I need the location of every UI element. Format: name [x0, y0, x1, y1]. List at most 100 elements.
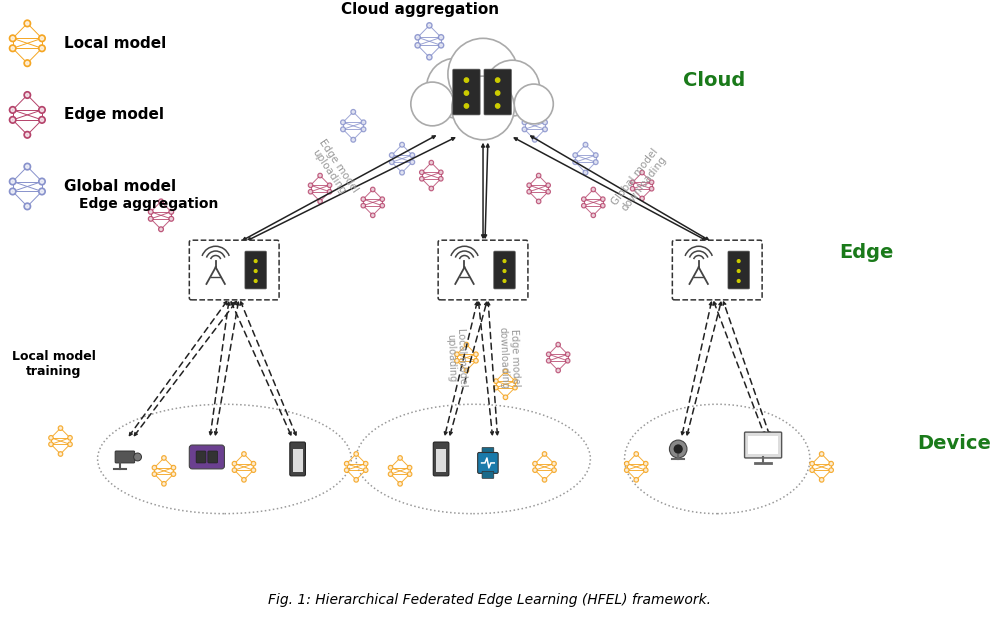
Circle shape: [152, 465, 156, 470]
Circle shape: [556, 342, 560, 347]
Circle shape: [38, 116, 45, 123]
Circle shape: [503, 279, 506, 283]
Circle shape: [495, 91, 499, 95]
Circle shape: [674, 445, 681, 453]
Circle shape: [345, 469, 347, 471]
Circle shape: [399, 170, 404, 175]
Circle shape: [133, 453, 141, 461]
Circle shape: [828, 468, 832, 472]
Circle shape: [514, 84, 553, 124]
Circle shape: [340, 120, 345, 125]
Circle shape: [601, 198, 603, 200]
Circle shape: [49, 442, 53, 447]
Circle shape: [161, 482, 165, 486]
Circle shape: [593, 160, 598, 165]
Circle shape: [527, 190, 531, 194]
Circle shape: [370, 187, 374, 192]
Circle shape: [389, 473, 391, 475]
Circle shape: [546, 183, 550, 187]
Text: Edge model
downloading: Edge model downloading: [497, 326, 521, 389]
Circle shape: [523, 128, 526, 131]
Circle shape: [426, 23, 431, 28]
Circle shape: [172, 465, 176, 470]
Circle shape: [354, 478, 358, 482]
Circle shape: [818, 452, 823, 456]
Circle shape: [463, 368, 468, 372]
Circle shape: [522, 120, 527, 125]
Circle shape: [495, 78, 499, 82]
Circle shape: [173, 467, 175, 468]
Circle shape: [152, 472, 156, 476]
Circle shape: [361, 197, 365, 202]
Circle shape: [254, 279, 257, 283]
Circle shape: [532, 109, 537, 114]
Circle shape: [410, 154, 413, 156]
FancyBboxPatch shape: [727, 251, 748, 289]
FancyArrowPatch shape: [681, 302, 711, 435]
Circle shape: [397, 456, 402, 460]
Circle shape: [11, 180, 14, 183]
Circle shape: [624, 462, 628, 466]
Circle shape: [439, 178, 441, 180]
Circle shape: [553, 469, 555, 471]
Circle shape: [465, 369, 467, 372]
Circle shape: [493, 386, 497, 390]
Circle shape: [26, 165, 29, 168]
Circle shape: [565, 359, 570, 363]
Circle shape: [503, 369, 508, 374]
Circle shape: [26, 205, 29, 208]
Circle shape: [11, 36, 14, 40]
Circle shape: [543, 120, 547, 125]
Circle shape: [364, 463, 366, 465]
Circle shape: [58, 426, 62, 430]
FancyBboxPatch shape: [452, 69, 479, 115]
Circle shape: [533, 468, 537, 472]
Circle shape: [341, 128, 344, 131]
Circle shape: [309, 191, 311, 193]
Circle shape: [557, 369, 559, 372]
Circle shape: [161, 456, 165, 460]
Circle shape: [414, 35, 420, 40]
Circle shape: [426, 55, 431, 60]
Circle shape: [573, 153, 577, 158]
FancyBboxPatch shape: [493, 251, 515, 289]
Circle shape: [362, 198, 364, 200]
Circle shape: [389, 467, 391, 468]
Circle shape: [493, 379, 497, 383]
Circle shape: [439, 171, 441, 173]
Circle shape: [49, 436, 53, 440]
Circle shape: [254, 260, 257, 263]
Circle shape: [536, 173, 541, 178]
Circle shape: [24, 92, 31, 99]
Circle shape: [158, 227, 163, 232]
Circle shape: [565, 352, 570, 357]
Circle shape: [389, 160, 394, 165]
Circle shape: [362, 205, 364, 207]
Circle shape: [650, 188, 652, 190]
FancyBboxPatch shape: [293, 449, 302, 472]
Circle shape: [242, 478, 246, 482]
Circle shape: [630, 187, 634, 191]
Circle shape: [547, 184, 549, 187]
Circle shape: [328, 191, 330, 193]
Circle shape: [624, 468, 628, 472]
Circle shape: [537, 200, 540, 202]
Circle shape: [634, 478, 638, 482]
Circle shape: [495, 104, 499, 108]
Circle shape: [11, 46, 14, 50]
Circle shape: [390, 161, 392, 163]
Circle shape: [361, 127, 365, 132]
Circle shape: [38, 188, 45, 195]
Circle shape: [59, 427, 61, 429]
Circle shape: [362, 121, 364, 124]
Circle shape: [40, 190, 43, 193]
Circle shape: [430, 187, 432, 190]
Circle shape: [426, 58, 484, 118]
Circle shape: [503, 269, 506, 273]
FancyBboxPatch shape: [290, 442, 305, 476]
FancyArrowPatch shape: [449, 302, 486, 435]
Circle shape: [514, 386, 516, 389]
Circle shape: [172, 472, 176, 476]
Circle shape: [398, 483, 401, 485]
Circle shape: [162, 483, 164, 485]
